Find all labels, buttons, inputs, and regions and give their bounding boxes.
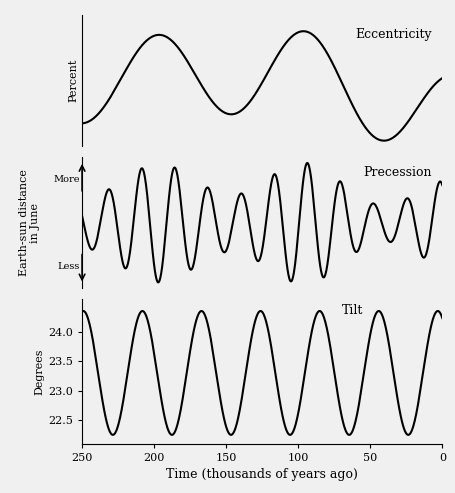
Text: More: More [54,175,80,184]
Text: Precession: Precession [362,166,430,179]
X-axis label: Time (thousands of years ago): Time (thousands of years ago) [166,468,357,481]
Text: Eccentricity: Eccentricity [354,28,430,41]
Text: Less: Less [58,261,80,271]
Y-axis label: Degrees: Degrees [34,348,44,395]
Y-axis label: Percent: Percent [68,59,78,102]
Y-axis label: Earth-sun distance
in June: Earth-sun distance in June [19,169,40,276]
Text: Tilt: Tilt [341,304,362,317]
